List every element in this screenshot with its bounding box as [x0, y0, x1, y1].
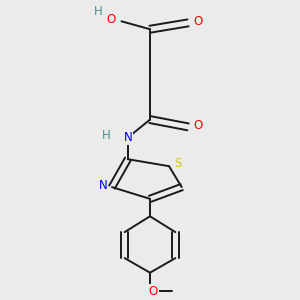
Text: N: N [99, 179, 107, 192]
Text: O: O [148, 285, 158, 298]
Text: H: H [102, 129, 110, 142]
Text: O: O [106, 13, 115, 26]
Text: S: S [174, 157, 182, 170]
Text: H: H [94, 5, 102, 18]
Text: O: O [193, 119, 202, 132]
Text: O: O [193, 15, 202, 28]
Text: N: N [123, 131, 132, 144]
